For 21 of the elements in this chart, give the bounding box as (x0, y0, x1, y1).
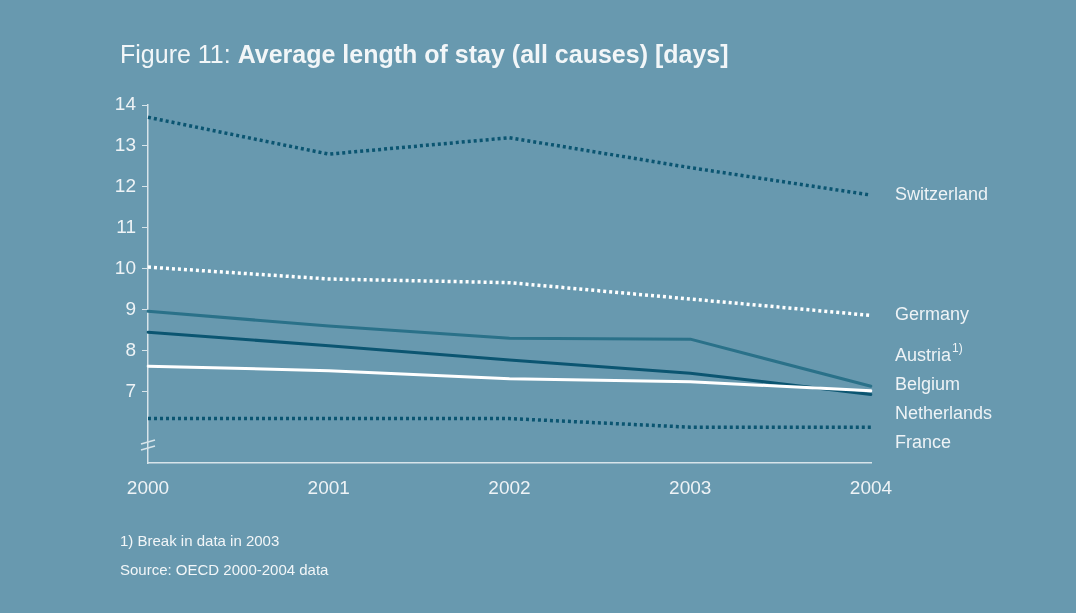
series-label: Belgium (895, 374, 961, 395)
y-tick-label: 7 (125, 379, 136, 401)
series-label: Switzerland (895, 184, 989, 205)
chart-title: Figure 11: Average length of stay (all causes) [days] (120, 40, 729, 69)
x-tick-label: 2001 (307, 476, 350, 498)
y-tick-label: 13 (114, 134, 136, 156)
y-tick-label: 9 (125, 297, 136, 319)
y-tick-label: 11 (116, 216, 136, 238)
x-tick-label: 2002 (488, 476, 531, 498)
y-tick-label: 14 (114, 93, 137, 115)
y-tick-label: 8 (125, 338, 136, 360)
series-label: France (895, 432, 952, 453)
x-tick-label: 2004 (849, 476, 893, 498)
x-tick-label: 2000 (126, 476, 170, 498)
y-tick-label: 10 (114, 256, 136, 278)
x-tick-label: 2003 (669, 476, 712, 498)
source-note: Source: OECD 2000-2004 data (120, 560, 329, 580)
text: 1) Break in data in 2003 (120, 531, 281, 551)
series-label: Germany (895, 304, 970, 325)
y-tick-label: 12 (114, 175, 136, 197)
series-label: Netherlands (895, 403, 993, 424)
